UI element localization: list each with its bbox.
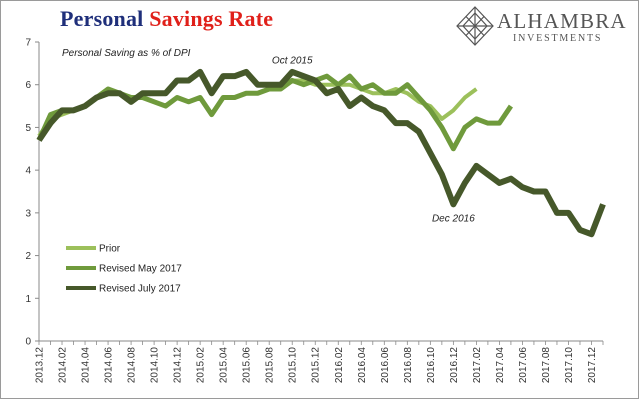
x-tick-label: 2017.02: [472, 347, 483, 384]
series-line-revised_july: [36, 68, 606, 238]
x-tick-label: 2013.12: [35, 347, 46, 384]
legend: Prior Revised May 2017 Revised July 2017: [66, 244, 182, 295]
y-tick-label: 6: [25, 80, 31, 91]
x-tick-label: 2015.12: [311, 347, 322, 384]
y-axis: 0 1 2 3 4 5 6 7: [25, 38, 40, 348]
annotation-label: Oct 2015: [272, 55, 313, 66]
legend-label: Prior: [99, 244, 121, 255]
title-part1: Personal: [60, 6, 144, 31]
legend-label: Revised May 2017: [99, 264, 182, 275]
y-tick-label: 5: [25, 123, 31, 134]
x-tick-label: 2015.06: [242, 347, 253, 384]
legend-label: Revised July 2017: [99, 284, 181, 295]
x-tick-label: 2016.12: [449, 347, 460, 384]
x-tick-label: 2014.12: [173, 347, 184, 384]
x-tick-label: 2014.02: [58, 347, 69, 384]
x-tick-label: 2015.04: [219, 347, 230, 384]
alhambra-diamond-logo-icon: [456, 6, 494, 46]
y-tick-label: 7: [25, 38, 31, 49]
y-tick-label: 1: [25, 294, 31, 305]
annotations: Oct 2015 Dec 2016: [272, 55, 475, 224]
x-tick-label: 2014.04: [81, 347, 92, 384]
x-tick-label: 2017.06: [518, 347, 529, 384]
chart-title: Personal Savings Rate: [60, 6, 273, 32]
x-tick-label: 2017.10: [564, 347, 575, 384]
x-tick-label: 2016.02: [334, 347, 345, 384]
x-tick-label: 2015.02: [196, 347, 207, 384]
x-axis: 2013.12 2014.02 2014.04 2014.06 2014.08 2014.…: [35, 340, 604, 384]
x-tick-label: 2017.12: [587, 347, 598, 384]
logo-wordmark: ALHAMBRA: [497, 9, 627, 33]
x-tick-label: 2015.08: [265, 347, 276, 384]
y-tick-label: 3: [25, 208, 31, 219]
series-lines: [36, 68, 606, 238]
alhambra-logo: ALHAMBRA INVESTMENTS: [455, 5, 635, 49]
x-tick-label: 2016.08: [403, 347, 414, 384]
x-tick-label: 2017.08: [541, 347, 552, 384]
annotation-label: Dec 2016: [432, 213, 475, 224]
x-tick-label: 2017.04: [495, 347, 506, 384]
x-tick-label: 2016.04: [357, 347, 368, 384]
x-tick-label: 2014.10: [150, 347, 161, 384]
logo-subtitle: INVESTMENTS: [513, 33, 603, 44]
x-tick-label: 2016.06: [380, 347, 391, 384]
y-tick-label: 4: [25, 166, 31, 177]
x-tick-label: 2014.06: [104, 347, 115, 384]
x-tick-label: 2015.10: [288, 347, 299, 384]
y-tick-label: 2: [25, 251, 31, 262]
y-axis-label: Personal Saving as % of DPI: [62, 48, 191, 59]
x-tick-label: 2016.10: [426, 347, 437, 384]
title-part2: Savings Rate: [149, 6, 274, 31]
x-tick-label: 2014.08: [127, 347, 138, 384]
y-tick-label: 0: [25, 337, 31, 348]
